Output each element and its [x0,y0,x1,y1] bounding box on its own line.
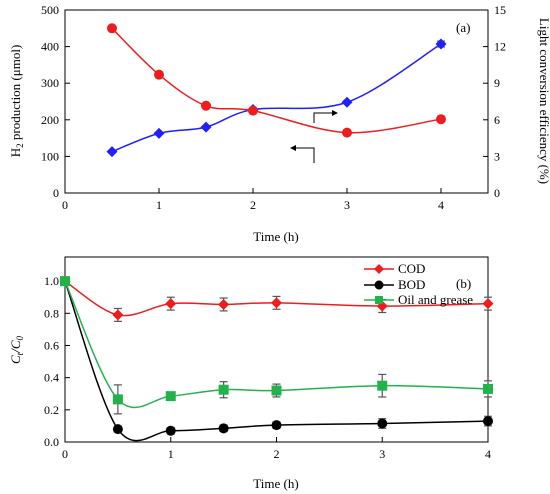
b-x-tick-label: 3 [379,447,385,461]
b-series-2-point [377,380,388,391]
a-left-y-tick-label: 300 [41,76,59,90]
a-series-1-point [248,105,258,116]
a-left-y-tick-label: 100 [41,149,59,163]
b-series-2-point [483,383,493,394]
b-series-0-point [165,298,177,310]
b-series-2-point [218,384,229,395]
panel-a-right-y-axis-title: Light conversion efficiency (%) [537,18,550,184]
legend-label-bod: BOD [398,277,425,292]
a-x-tick-label: 1 [156,198,162,212]
a-series-1-point [107,23,117,34]
b-y-tick-label: 0.6 [44,338,59,352]
legend-label-oil-and-grease: Oil and grease [398,292,473,307]
b-series-1-point [271,420,282,431]
a-series-1-point [201,100,211,111]
a-series-1-point [436,114,446,125]
b-series-0-point [112,309,124,321]
panel-b-x-ticks: 0 1 2 3 4 [62,437,491,461]
a-series-0-point [341,96,353,108]
panel-b-y-axis-title: Ct/C0 [8,336,25,364]
panel-b: 0 1 2 3 4 0.0 0.2 0.4 0.6 0.8 1.0 COD BOD Oil and… [8,256,494,491]
b-series-1-point [377,418,388,429]
b-series-2-point [271,385,282,396]
a-x-tick-label: 2 [250,198,256,212]
a-series-1-line [111,27,442,134]
a-x-tick-label: 3 [344,198,350,212]
panel-b-legend: COD BOD Oil and grease [364,261,473,307]
panel-a-series [106,23,447,158]
a-right-y-tick-label: 3 [494,149,500,163]
b-x-tick-label: 0 [62,447,68,461]
panel-b-label: (b) [456,276,471,291]
panel-a-x-ticks: 0 1 2 3 4 [62,188,444,212]
panel-a-left-y-ticks: 0 100 200 300 400 500 [41,3,70,200]
b-series-0-point [482,298,494,310]
a-x-tick-label: 0 [62,198,68,212]
b-x-tick-label: 4 [485,447,491,461]
a-right-y-tick-label: 6 [494,113,500,127]
b-series-2-point [60,276,70,287]
b-y-tick-label: 0.2 [44,403,59,417]
b-y-tick-label: 0.4 [44,371,59,385]
legend-item-bod: BOD [364,277,425,292]
panel-b-y-ticks: 0.0 0.2 0.4 0.6 0.8 1.0 [44,274,70,449]
legend-item-oil-and-grease: Oil and grease [364,292,473,307]
a-series-0-point [106,146,118,158]
legend-label-cod: COD [398,261,425,276]
a-series-0-point [153,127,165,139]
b-x-tick-label: 2 [274,447,280,461]
b-series-0-point [218,298,230,310]
panel-b-x-axis-title: Time (h) [253,476,298,491]
b-series-1-point [483,416,493,427]
panel-a-x-axis-title: Time (h) [253,229,298,244]
a-series-0-point [435,38,447,50]
b-series-0-point [271,297,282,309]
right-axis-arrow [313,110,338,123]
b-y-tick-label: 0.8 [44,306,59,320]
b-series-1-point [112,424,123,435]
a-series-0-point [200,121,212,133]
a-series-1-point [154,69,164,80]
panel-a-right-y-ticks: 0 3 6 9 12 15 [483,3,506,200]
panel-a-label: (a) [456,20,470,35]
b-series-1-point [218,423,229,434]
b-x-tick-label: 1 [168,447,174,461]
a-right-y-tick-label: 0 [494,186,500,200]
b-y-tick-label: 0.0 [44,435,59,449]
a-x-tick-label: 4 [438,198,444,212]
a-left-y-tick-label: 500 [41,3,59,17]
a-series-1-point [342,127,352,138]
a-left-y-tick-label: 200 [41,113,59,127]
b-y-tick-label: 1.0 [44,274,59,288]
panel-a-left-y-axis-title: H2 production (μmol) [8,45,25,158]
a-right-y-tick-label: 9 [494,76,500,90]
panel-a-plot-frame [64,9,489,194]
b-series-1-point [165,425,176,436]
a-right-y-tick-label: 12 [494,40,506,54]
a-left-y-tick-label: 0 [53,186,59,200]
a-left-y-tick-label: 400 [41,40,59,54]
b-series-2-point [165,391,176,402]
a-right-y-tick-label: 15 [494,3,506,17]
left-axis-arrow [290,145,315,163]
panel-b-series [59,275,494,442]
b-series-2-point [112,394,123,405]
legend-item-cod: COD [364,261,425,276]
